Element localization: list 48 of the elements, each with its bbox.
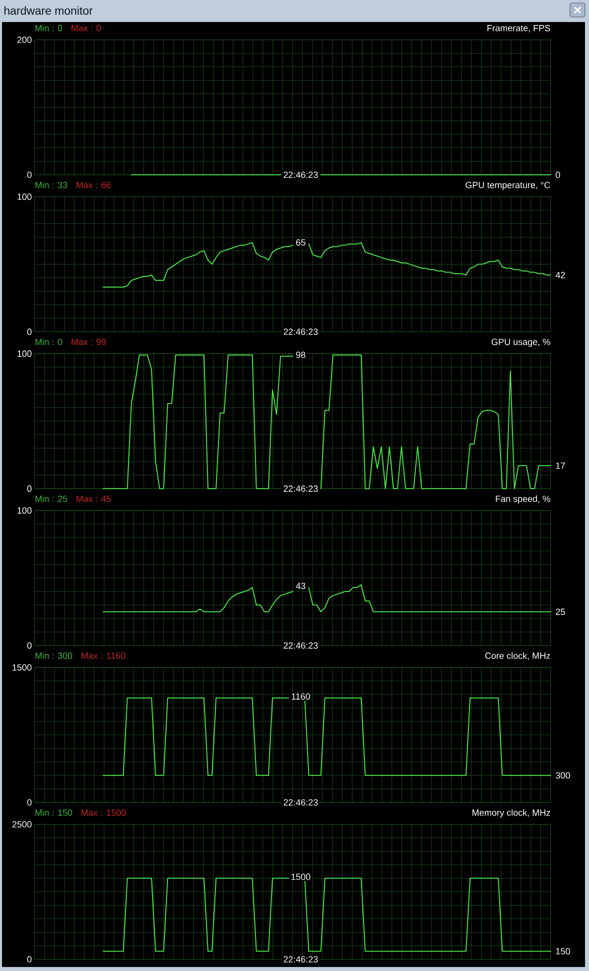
y-tick-label: 0 [27, 642, 32, 649]
text: Min : 25 [36, 495, 68, 502]
x-tick-label: 22:46:23 [284, 956, 318, 962]
text: 300 [556, 772, 570, 779]
annotation: 98 [296, 352, 306, 358]
y-tick-label: 0 [27, 956, 32, 962]
y-tick-label: 100 [18, 350, 32, 357]
text: Max : 1500 [82, 809, 126, 816]
chart-title: Memory clock, MHz [472, 809, 550, 818]
text: Max : 99 [72, 338, 106, 346]
text: Min : 150 [36, 809, 72, 816]
text: Min : 0 [36, 24, 62, 32]
y-tick-label: 0 [27, 485, 32, 492]
text: Min : 300 [36, 652, 72, 659]
annotation: 65 [296, 239, 306, 246]
chart-title: GPU usage, % [492, 338, 550, 347]
text: Min : 33 [36, 182, 68, 188]
y-tick-label: 0 [27, 799, 32, 806]
x-tick-label: 22:46:23 [284, 485, 318, 492]
text: hardware monitor [4, 6, 93, 15]
y-tick-label: 100 [18, 507, 32, 514]
y-tick-label: 0 [27, 172, 32, 178]
text: 150 [556, 948, 570, 954]
text: Max : 66 [76, 182, 111, 188]
text: Min : 0 [36, 338, 62, 346]
chart-title: GPU temperature, °C [466, 182, 550, 190]
text: Max : 45 [76, 496, 111, 502]
text: 17 [556, 462, 565, 469]
text: 0 [556, 172, 560, 178]
x-tick-label: 22:46:23 [284, 799, 318, 806]
annotation: 1500 [291, 874, 310, 880]
y-tick-label: 2500 [12, 821, 32, 828]
chart-title: Core clock, MHz [485, 652, 550, 660]
x-tick-label: 22:46:23 [284, 328, 318, 335]
annotation: 43 [296, 582, 306, 590]
y-tick-label: 0 [27, 328, 32, 335]
x-tick-label: 22:46:23 [284, 172, 318, 178]
x-tick-label: 22:46:23 [284, 642, 318, 649]
y-tick-label: 100 [18, 194, 32, 200]
y-tick-label: 200 [17, 36, 32, 43]
text: 25 [556, 608, 565, 615]
chart-title: Fan speed, % [496, 495, 550, 504]
text: Max : 1160 [82, 652, 126, 659]
text: Max : 0 [72, 24, 101, 32]
text: 42 [556, 272, 565, 278]
y-tick-label: 1500 [12, 664, 32, 671]
chart-title: Framerate, FPS [487, 24, 550, 32]
annotation: 1160 [292, 693, 310, 700]
